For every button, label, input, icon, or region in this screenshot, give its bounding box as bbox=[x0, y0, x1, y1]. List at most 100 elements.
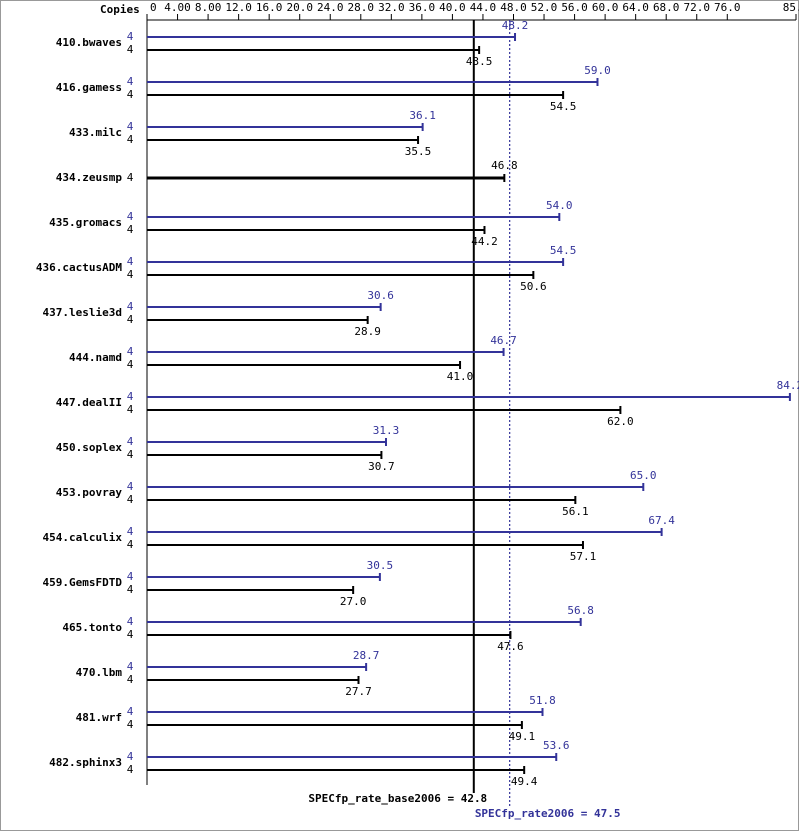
value-label: 49.1 bbox=[509, 730, 536, 743]
x-tick-label: 52.0 bbox=[531, 1, 558, 14]
value-label: 50.6 bbox=[520, 280, 547, 293]
value-label: 51.8 bbox=[529, 694, 556, 707]
copies-label: 4 bbox=[127, 210, 134, 223]
copies-label: 4 bbox=[127, 390, 134, 403]
copies-label: 4 bbox=[127, 171, 134, 184]
x-tick-label: 72.0 bbox=[683, 1, 710, 14]
benchmark-label: 459.GemsFDTD bbox=[43, 576, 123, 589]
value-label: 28.9 bbox=[354, 325, 381, 338]
value-label: 43.5 bbox=[466, 55, 493, 68]
value-label: 59.0 bbox=[584, 64, 611, 77]
benchmark-label: 437.leslie3d bbox=[43, 306, 122, 319]
copies-label: 4 bbox=[127, 255, 134, 268]
value-label: 31.3 bbox=[373, 424, 400, 437]
value-label: 46.8 bbox=[491, 159, 518, 172]
benchmark-label: 465.tonto bbox=[62, 621, 122, 634]
copies-label: 4 bbox=[127, 88, 134, 101]
value-label: 27.0 bbox=[340, 595, 367, 608]
copies-label: 4 bbox=[127, 660, 134, 673]
copies-label: 4 bbox=[127, 615, 134, 628]
value-label: 35.5 bbox=[405, 145, 432, 158]
x-tick-label: 4.00 bbox=[164, 1, 191, 14]
benchmark-label: 450.soplex bbox=[56, 441, 123, 454]
copies-label: 4 bbox=[127, 448, 134, 461]
value-label: 36.1 bbox=[409, 109, 436, 122]
copies-label: 4 bbox=[127, 570, 134, 583]
value-label: 41.0 bbox=[447, 370, 474, 383]
summary-label: SPECfp_rate2006 = 47.5 bbox=[475, 807, 621, 820]
x-tick-label: 24.0 bbox=[317, 1, 344, 14]
value-label: 54.5 bbox=[550, 100, 577, 113]
copies-label: 4 bbox=[127, 480, 134, 493]
copies-label: 4 bbox=[127, 358, 134, 371]
copies-label: 4 bbox=[127, 583, 134, 596]
x-tick-label: 16.0 bbox=[256, 1, 283, 14]
copies-label: 4 bbox=[127, 435, 134, 448]
copies-label: 4 bbox=[127, 313, 134, 326]
benchmark-label: 447.dealII bbox=[56, 396, 122, 409]
copies-label: 4 bbox=[127, 525, 134, 538]
benchmark-label: 433.milc bbox=[69, 126, 122, 139]
summary-label: SPECfp_rate_base2006 = 42.8 bbox=[308, 792, 487, 805]
value-label: 53.6 bbox=[543, 739, 570, 752]
copies-label: 4 bbox=[127, 223, 134, 236]
copies-label: 4 bbox=[127, 345, 134, 358]
value-label: 67.4 bbox=[648, 514, 675, 527]
x-tick-label: 85.0 bbox=[783, 1, 799, 14]
x-tick-label: 68.0 bbox=[653, 1, 680, 14]
value-label: 62.0 bbox=[607, 415, 634, 428]
value-label: 48.2 bbox=[502, 19, 529, 32]
x-tick-label: 0 bbox=[150, 1, 157, 14]
copies-label: 4 bbox=[127, 268, 134, 281]
value-label: 54.0 bbox=[546, 199, 573, 212]
value-label: 57.1 bbox=[570, 550, 597, 563]
value-label: 56.1 bbox=[562, 505, 589, 518]
value-label: 54.5 bbox=[550, 244, 577, 257]
benchmark-label: 481.wrf bbox=[76, 711, 122, 724]
value-label: 44.2 bbox=[471, 235, 498, 248]
benchmark-label: 436.cactusADM bbox=[36, 261, 122, 274]
benchmark-label: 410.bwaves bbox=[56, 36, 122, 49]
benchmark-label: 482.sphinx3 bbox=[49, 756, 122, 769]
value-label: 30.5 bbox=[367, 559, 394, 572]
copies-label: 4 bbox=[127, 718, 134, 731]
benchmark-label: 435.gromacs bbox=[49, 216, 122, 229]
copies-label: 4 bbox=[127, 120, 134, 133]
x-tick-label: 56.0 bbox=[561, 1, 588, 14]
x-tick-label: 40.0 bbox=[439, 1, 466, 14]
x-tick-label: 44.0 bbox=[470, 1, 497, 14]
x-tick-label: 76.0 bbox=[714, 1, 741, 14]
copies-label: 4 bbox=[127, 493, 134, 506]
value-label: 46.7 bbox=[490, 334, 517, 347]
benchmark-label: 470.lbm bbox=[76, 666, 123, 679]
x-tick-label: 32.0 bbox=[378, 1, 405, 14]
copies-label: 4 bbox=[127, 75, 134, 88]
copies-label: 4 bbox=[127, 750, 134, 763]
copies-label: 4 bbox=[127, 43, 134, 56]
benchmark-label: 453.povray bbox=[56, 486, 123, 499]
x-tick-label: 36.0 bbox=[409, 1, 436, 14]
value-label: 30.6 bbox=[367, 289, 394, 302]
copies-label: 4 bbox=[127, 628, 134, 641]
copies-label: 4 bbox=[127, 403, 134, 416]
x-tick-label: 28.0 bbox=[348, 1, 375, 14]
x-tick-label: 8.00 bbox=[195, 1, 222, 14]
benchmark-label: 444.namd bbox=[69, 351, 122, 364]
copies-label: 4 bbox=[127, 300, 134, 313]
value-label: 84.2 bbox=[777, 379, 799, 392]
copies-label: 4 bbox=[127, 30, 134, 43]
value-label: 47.6 bbox=[497, 640, 524, 653]
value-label: 56.8 bbox=[567, 604, 594, 617]
benchmark-label: 434.zeusmp bbox=[56, 171, 123, 184]
value-label: 65.0 bbox=[630, 469, 657, 482]
value-label: 49.4 bbox=[511, 775, 538, 788]
benchmark-label: 454.calculix bbox=[43, 531, 123, 544]
x-tick-label: 60.0 bbox=[592, 1, 619, 14]
x-tick-label: 20.0 bbox=[286, 1, 313, 14]
copies-label: 4 bbox=[127, 133, 134, 146]
x-tick-label: 48.0 bbox=[500, 1, 527, 14]
copies-label: 4 bbox=[127, 538, 134, 551]
copies-label: 4 bbox=[127, 673, 134, 686]
